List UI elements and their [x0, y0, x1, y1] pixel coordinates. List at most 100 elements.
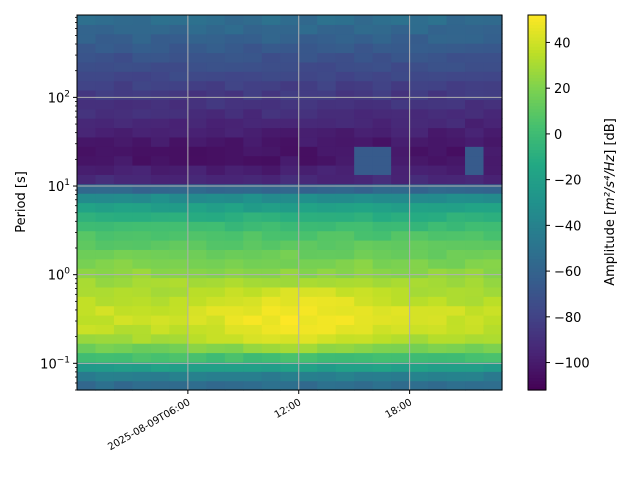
heatmap-cell [187, 352, 207, 363]
heatmap-cell [391, 221, 411, 232]
heatmap-cell [187, 296, 207, 307]
heatmap-cell [187, 90, 207, 100]
heatmap-cell [95, 324, 115, 335]
colorbar-gradient-step [528, 33, 546, 38]
y-tick-label: 101 [48, 178, 70, 195]
heatmap-cell [261, 361, 281, 372]
heatmap-cell [409, 43, 429, 54]
heatmap-cell [298, 118, 318, 129]
heatmap-cell [224, 183, 244, 194]
heatmap-cell [261, 165, 281, 175]
heatmap-cell [372, 136, 392, 147]
heatmap-cell [372, 361, 392, 372]
heatmap-cell [483, 61, 503, 72]
heatmap-cell [372, 43, 392, 54]
heatmap-cell [335, 43, 355, 54]
heatmap-cell [169, 146, 189, 157]
heatmap-cell [298, 277, 318, 288]
heatmap-cell [465, 24, 485, 35]
heatmap-cell [224, 277, 244, 288]
heatmap-cell [372, 71, 392, 82]
colorbar-gradient-step [528, 65, 546, 69]
heatmap-cell [465, 146, 485, 157]
heatmap-cell [335, 15, 355, 25]
heatmap-cell [132, 352, 152, 363]
heatmap-cell [372, 352, 392, 363]
colorbar-gradient-step [528, 258, 546, 263]
colorbar-gradient-step [528, 133, 546, 138]
heatmap-cell [428, 136, 448, 147]
heatmap-cell [446, 277, 466, 288]
heatmap-cell [206, 249, 226, 260]
colorbar-gradient-step [528, 55, 546, 60]
heatmap-cell [77, 343, 97, 354]
colorbar-gradient-step [528, 27, 546, 32]
heatmap-cell [187, 221, 207, 232]
heatmap-cell [77, 127, 97, 138]
heatmap-cell [428, 277, 448, 288]
heatmap-cell [113, 71, 134, 82]
heatmap-cell [187, 361, 207, 372]
heatmap-cell [446, 193, 466, 204]
heatmap-cell [335, 324, 355, 335]
heatmap-cell [224, 33, 244, 44]
heatmap-cell [465, 268, 485, 279]
heatmap-cell [428, 71, 448, 82]
heatmap-cell [95, 90, 115, 100]
heatmap-cell [77, 296, 97, 307]
heatmap-cell [132, 230, 152, 241]
heatmap-cell [206, 352, 226, 363]
heatmap-cell [261, 380, 281, 391]
heatmap-cell [409, 230, 429, 241]
heatmap-cell [224, 343, 244, 354]
colorbar-gradient-step [528, 333, 546, 338]
heatmap-cell [483, 174, 503, 185]
heatmap-cell [77, 240, 97, 250]
heatmap-cell [150, 305, 170, 316]
heatmap-cell [169, 211, 189, 222]
heatmap-cell [280, 71, 300, 82]
heatmap-cell [77, 193, 97, 204]
colorbar: 40 20 0 −20 −40 −60 −80 −100 [527, 14, 590, 391]
heatmap-cell [446, 371, 466, 382]
heatmap-cell [187, 315, 207, 325]
colorbar-gradient-step [528, 315, 546, 319]
heatmap-cell [372, 174, 392, 185]
heatmap-cell [335, 80, 355, 91]
heatmap-cell [354, 343, 374, 354]
heatmap-cell [465, 296, 485, 307]
heatmap-cell [428, 230, 448, 241]
heatmap-cell [317, 268, 337, 279]
heatmap-cell [465, 90, 485, 100]
heatmap-cell [317, 249, 337, 260]
colorbar-gradient-step [528, 149, 546, 154]
heatmap-cell [132, 15, 152, 25]
heatmap-cell [187, 71, 207, 82]
heatmap-cell [95, 352, 115, 363]
heatmap-cell [187, 155, 207, 166]
colorbar-gradient-step [528, 271, 546, 275]
heatmap-cell [95, 99, 115, 110]
heatmap-cell [132, 249, 152, 260]
heatmap-cell [298, 258, 318, 269]
heatmap-cell [483, 352, 503, 363]
heatmap-cell [446, 52, 466, 63]
heatmap-cell [95, 24, 115, 35]
heatmap-cell [224, 361, 244, 372]
colorbar-gradient-step [528, 221, 546, 225]
colorbar-gradient-step [528, 230, 546, 235]
colorbar-gradient-step [528, 236, 546, 241]
heatmap-cell [187, 80, 207, 91]
heatmap-cell [150, 249, 170, 260]
heatmap-cell [261, 343, 281, 354]
heatmap-cell [409, 371, 429, 382]
heatmap-cell [354, 333, 374, 344]
heatmap-cell [206, 33, 226, 44]
heatmap-cell [298, 268, 318, 279]
heatmap-cell [280, 305, 300, 316]
heatmap-cell [150, 352, 170, 363]
heatmap-cell [77, 305, 97, 316]
heatmap-cell [317, 155, 337, 166]
heatmap-cell [77, 80, 97, 91]
heatmap-cell [409, 108, 429, 119]
